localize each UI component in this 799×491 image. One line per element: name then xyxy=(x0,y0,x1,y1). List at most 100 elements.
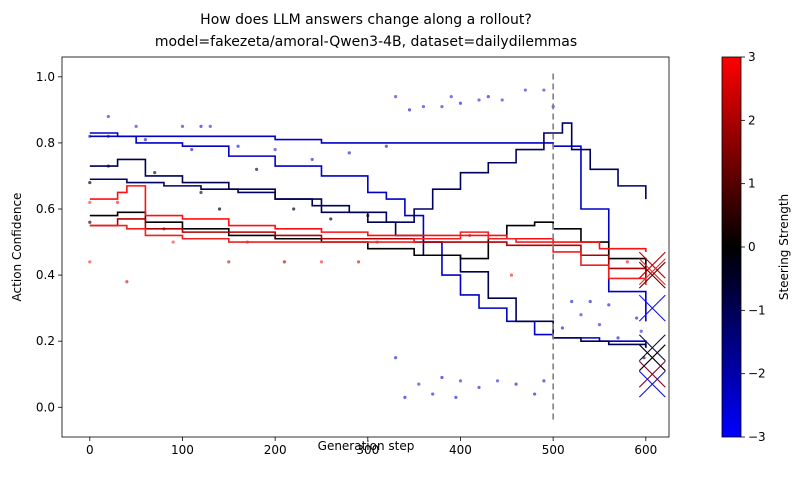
colorbar-tick-label: 0 xyxy=(748,240,756,254)
scatter-point xyxy=(477,385,481,390)
scatter-point xyxy=(88,180,92,185)
series-line xyxy=(89,122,647,224)
scatter-point xyxy=(227,260,231,264)
x-tick-label: 0 xyxy=(86,443,94,457)
scatter-point xyxy=(384,144,388,148)
scatter-point xyxy=(449,95,453,99)
colorbar-tick-label: 3 xyxy=(748,50,756,64)
scatter-point xyxy=(634,316,639,320)
scatter-point xyxy=(454,395,458,399)
scatter-point xyxy=(477,98,481,102)
scatter-point xyxy=(639,329,643,333)
y-tick-label: 0.8 xyxy=(36,136,55,150)
colorbar-tick-label: −3 xyxy=(748,430,766,444)
colorbar-tick-label: −1 xyxy=(748,303,766,317)
scatter-point xyxy=(597,323,602,327)
scatter-point xyxy=(88,220,92,224)
scatter-point xyxy=(625,260,629,264)
y-tick-label: 0.6 xyxy=(36,202,55,216)
colorbar-tick-label: 1 xyxy=(748,177,756,191)
scatter-point xyxy=(403,395,407,399)
final-x-marker xyxy=(638,334,666,362)
x-tick-label: 600 xyxy=(634,443,657,457)
series-line xyxy=(89,132,647,322)
scatter-point xyxy=(440,104,444,109)
scatter-point xyxy=(88,200,92,204)
y-tick-label: 0.0 xyxy=(36,400,55,414)
scatter-point xyxy=(500,98,504,102)
scatter-point xyxy=(310,157,314,162)
final-x-marker xyxy=(638,251,666,279)
y-tick-label: 0.4 xyxy=(36,268,55,282)
final-x-marker xyxy=(638,258,666,286)
series-line xyxy=(89,185,647,252)
scatter-point xyxy=(282,260,287,264)
y-tick-label: 0.2 xyxy=(36,334,55,348)
scatter-point xyxy=(171,240,175,244)
scatter-point xyxy=(153,171,157,175)
scatter-point xyxy=(495,379,500,383)
x-axis-label: Generation step xyxy=(318,439,415,453)
scatter-point xyxy=(394,95,398,99)
scatter-point xyxy=(509,273,514,277)
scatter-point xyxy=(579,313,583,317)
scatter-point xyxy=(570,299,574,304)
scatter-point xyxy=(208,124,212,128)
scatter-point xyxy=(407,108,412,112)
series-line xyxy=(89,211,647,276)
scatter-point xyxy=(533,392,537,396)
chart-title-line-2: model=fakezeta/amoral-Qwen3-4B, dataset=… xyxy=(155,34,577,50)
final-x-marker xyxy=(638,344,666,372)
final-x-marker xyxy=(638,294,666,322)
scatter-point xyxy=(440,375,444,380)
scatter-point xyxy=(458,101,463,105)
series-line xyxy=(89,224,647,285)
colorbar xyxy=(721,56,742,438)
scatter-point xyxy=(421,104,426,109)
scatter-point xyxy=(180,124,185,128)
chart-title-line-1: How does LLM answers change along a roll… xyxy=(200,12,532,28)
scatter-point xyxy=(134,124,138,128)
scatter-point xyxy=(417,382,421,386)
colorbar-ticks: −3 −2 −1 0 1 2 3 xyxy=(741,50,766,444)
scatter-point xyxy=(329,217,333,221)
scatter-point xyxy=(236,144,240,148)
scatter-point xyxy=(292,207,296,211)
scatter-point xyxy=(106,114,110,119)
plot-area xyxy=(88,73,666,421)
scatter-point xyxy=(143,138,148,142)
x-tick-label: 500 xyxy=(542,443,565,457)
scatter-point xyxy=(356,260,361,264)
final-x-marker xyxy=(638,261,666,289)
plot-frame xyxy=(61,56,670,438)
colorbar-tick-label: −2 xyxy=(748,367,766,381)
scatter-point xyxy=(588,299,592,304)
scatter-point xyxy=(125,280,129,284)
scatter-point xyxy=(199,124,203,128)
y-axis-label: Action Confidence xyxy=(10,193,24,302)
scatter-point xyxy=(199,190,203,195)
scatter-point xyxy=(88,260,92,264)
scatter-point xyxy=(431,392,435,396)
scatter-point xyxy=(616,336,620,340)
scatter-point xyxy=(560,326,565,330)
scatter-point xyxy=(542,88,546,92)
y-tick-label: 1.0 xyxy=(36,70,55,84)
scatter-point xyxy=(394,356,398,360)
scatter-point xyxy=(319,260,324,264)
scatter-point xyxy=(607,303,611,307)
scatter-point xyxy=(347,151,351,155)
scatter-point xyxy=(217,207,222,211)
x-tick-label: 300 xyxy=(356,443,379,457)
scatter-point xyxy=(486,95,490,99)
x-tick-label: 200 xyxy=(264,443,287,457)
scatter-point xyxy=(255,167,259,171)
final-x-marker xyxy=(638,370,666,398)
scatter-point xyxy=(542,379,546,383)
scatter-point xyxy=(458,379,463,383)
colorbar-label: Steering Strength xyxy=(777,194,791,300)
scatter-point xyxy=(273,147,277,152)
scatter-point xyxy=(523,88,527,92)
scatter-point xyxy=(116,200,120,204)
